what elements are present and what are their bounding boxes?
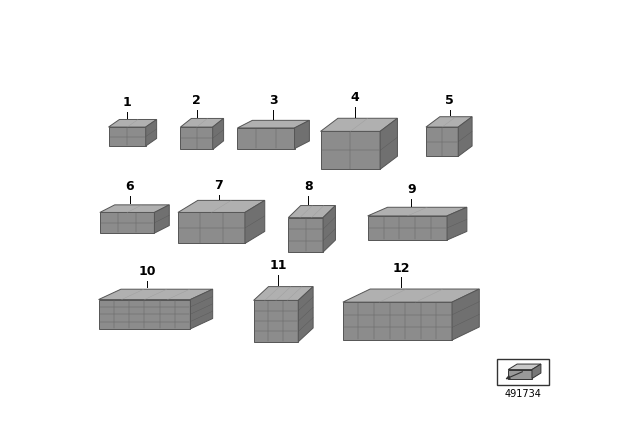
Text: 3: 3 <box>269 94 278 107</box>
Polygon shape <box>99 289 212 300</box>
Text: 11: 11 <box>269 259 287 272</box>
Polygon shape <box>508 370 532 379</box>
Polygon shape <box>99 300 190 329</box>
Polygon shape <box>109 120 157 127</box>
Polygon shape <box>212 118 223 150</box>
Polygon shape <box>508 364 541 370</box>
Polygon shape <box>146 120 157 146</box>
Polygon shape <box>190 289 212 329</box>
Polygon shape <box>426 117 472 127</box>
Polygon shape <box>323 206 335 252</box>
Polygon shape <box>298 287 313 342</box>
Polygon shape <box>237 128 294 149</box>
Polygon shape <box>426 127 458 156</box>
Polygon shape <box>452 289 479 340</box>
Polygon shape <box>180 127 212 150</box>
Text: 4: 4 <box>351 91 360 104</box>
Polygon shape <box>447 207 467 240</box>
Polygon shape <box>289 206 335 218</box>
Polygon shape <box>100 205 169 212</box>
Polygon shape <box>368 216 447 240</box>
Bar <box>497 359 548 385</box>
Text: 6: 6 <box>125 181 134 194</box>
Polygon shape <box>109 127 146 146</box>
Text: 8: 8 <box>304 181 312 194</box>
Text: 7: 7 <box>214 179 223 192</box>
Text: 10: 10 <box>138 265 156 278</box>
Polygon shape <box>253 287 313 301</box>
Text: 12: 12 <box>393 262 410 275</box>
Polygon shape <box>245 200 265 244</box>
Polygon shape <box>100 212 154 233</box>
Polygon shape <box>380 118 397 169</box>
Text: 9: 9 <box>407 183 415 196</box>
Polygon shape <box>294 121 309 149</box>
Polygon shape <box>532 364 541 379</box>
Polygon shape <box>343 289 479 302</box>
Polygon shape <box>253 301 298 342</box>
Polygon shape <box>321 118 397 131</box>
Text: 5: 5 <box>445 94 454 107</box>
Polygon shape <box>154 205 169 233</box>
Polygon shape <box>458 117 472 156</box>
Text: 1: 1 <box>123 96 131 109</box>
Polygon shape <box>368 207 467 216</box>
Text: 491734: 491734 <box>504 389 541 399</box>
Polygon shape <box>321 131 380 169</box>
Polygon shape <box>180 118 223 127</box>
Polygon shape <box>178 212 245 244</box>
Polygon shape <box>237 121 309 128</box>
Polygon shape <box>178 200 265 212</box>
Polygon shape <box>289 218 323 252</box>
Text: 2: 2 <box>192 94 201 107</box>
Polygon shape <box>343 302 452 340</box>
